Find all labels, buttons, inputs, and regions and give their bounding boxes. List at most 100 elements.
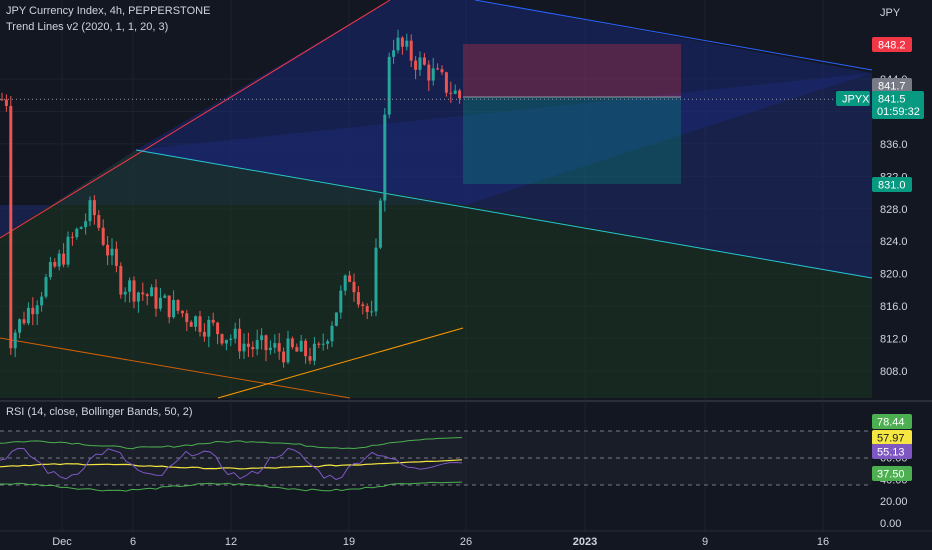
candle-body: [145, 294, 149, 297]
cyan-channel-line[interactable]: [135, 149, 873, 279]
candle-body: [352, 281, 356, 293]
time-tick-label: 19: [343, 536, 355, 548]
candle-body: [106, 244, 110, 256]
rsi-lower-tag: 37.50: [872, 466, 912, 481]
rsi-upper-tag: 78.44: [872, 414, 912, 429]
rsi-ma-tag-text: 57.97: [877, 433, 905, 445]
candle-body: [268, 347, 272, 351]
rsi-value-tag: 55.13: [872, 444, 912, 459]
indicator-title[interactable]: Trend Lines v2 (2020, 1, 1, 20, 3): [6, 21, 169, 33]
rsi-tick-label: 0.00: [880, 518, 901, 530]
candle-body: [172, 299, 176, 318]
candle-body: [370, 311, 374, 313]
orange-lower-line[interactable]: [0, 337, 351, 399]
candle-body: [44, 277, 48, 297]
candle-body: [101, 227, 105, 245]
candle-body: [444, 72, 448, 93]
candle-body: [414, 60, 418, 70]
symbol-title[interactable]: JPY Currency Index, 4h, PEPPERSTONE: [6, 5, 211, 17]
candle-body: [374, 247, 378, 312]
candle-body: [409, 40, 413, 61]
candle-body: [242, 343, 246, 352]
take-profit-zone[interactable]: [463, 97, 681, 184]
candle-body: [365, 306, 369, 312]
candle-body: [304, 340, 308, 357]
candle-body: [422, 57, 426, 65]
candle-body: [128, 280, 132, 292]
time-tick-label: 2023: [573, 536, 597, 548]
candle-body: [396, 37, 400, 51]
candle-body: [449, 92, 453, 94]
candle-body: [343, 275, 347, 291]
rsi-lower-tag-text: 37.50: [877, 469, 905, 481]
candle-body: [387, 56, 391, 115]
candle-body: [75, 228, 79, 238]
price-tick-label: 820.0: [880, 269, 908, 281]
candle-body: [216, 322, 220, 335]
time-tick-label: 9: [702, 536, 708, 548]
candle-body: [18, 319, 22, 333]
red-trend-line[interactable]: [0, 0, 391, 239]
candle-body: [290, 338, 294, 348]
candle-body: [163, 295, 167, 298]
last-price-text: 841.5: [878, 94, 906, 106]
candle-body: [207, 319, 211, 337]
blue-resistance-line[interactable]: [474, 0, 873, 71]
price-tick-label: 816.0: [880, 301, 908, 313]
candle-body: [211, 319, 215, 323]
last-price-tag: 841.5 01:59:32: [872, 91, 924, 119]
candle-body: [273, 343, 277, 348]
candle-body: [35, 305, 39, 315]
candle-body: [154, 287, 158, 309]
candle-body: [79, 227, 83, 229]
time-tick-label: 16: [817, 536, 829, 548]
countdown-text: 01:59:32: [877, 106, 920, 118]
candle-body: [282, 351, 286, 363]
target-price-tag-text: 831.0: [878, 180, 906, 192]
candles: [0, 29, 462, 368]
rsi-ma-line: [0, 459, 463, 470]
candle-body: [321, 343, 325, 345]
candle-body: [436, 68, 440, 70]
candle-body: [48, 262, 52, 278]
candle-body: [180, 310, 184, 314]
high-price-tag: 841.7: [872, 78, 912, 93]
stop-loss-zone[interactable]: [463, 44, 681, 97]
rsi-line: [0, 447, 463, 481]
candle-body: [326, 341, 330, 344]
candle-body: [97, 215, 101, 228]
rsi-band-fill-ahead: [465, 431, 872, 485]
candle-body: [194, 316, 198, 327]
orange-support-line[interactable]: [217, 327, 464, 399]
currency-label: JPY: [880, 7, 901, 19]
rsi-title[interactable]: RSI (14, close, Bollinger Bands, 50, 2): [6, 406, 193, 418]
candle-body: [0, 99, 4, 101]
symbol-tag[interactable]: JPYX: [836, 91, 870, 106]
candle-body: [70, 236, 74, 238]
candle-body: [202, 331, 206, 337]
rsi-upper-tag-text: 78.44: [877, 417, 905, 429]
candle-body: [453, 90, 457, 94]
candle-body: [198, 316, 202, 332]
candle-body: [392, 50, 396, 57]
candle-body: [13, 332, 17, 349]
price-tick-label: 812.0: [880, 334, 908, 346]
candle-body: [286, 338, 290, 363]
candle-body: [158, 297, 162, 309]
price-tick-label: 836.0: [880, 139, 908, 151]
candle-body: [9, 105, 13, 349]
candle-body: [356, 292, 360, 305]
candle-body: [405, 40, 409, 47]
candle-body: [224, 339, 228, 344]
candle-body: [431, 68, 435, 81]
candle-body: [418, 57, 422, 70]
candle-body: [334, 312, 338, 326]
candle-body: [251, 346, 255, 350]
time-tick-label: Dec: [52, 536, 72, 548]
candle-body: [22, 319, 26, 324]
time-axis[interactable]: Dec 6 12 19 26 2023 9 16: [52, 536, 829, 548]
candle-body: [4, 99, 8, 106]
high-price-tag-text: 841.7: [878, 81, 906, 93]
candle-body: [260, 335, 264, 341]
